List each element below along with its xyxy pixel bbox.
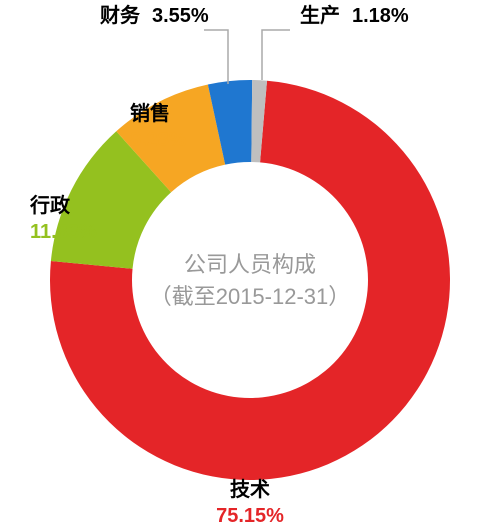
- donut-center-titles: 公司人员构成 （截至2015-12-31）: [150, 252, 351, 309]
- label-prod: 生产: [300, 3, 340, 27]
- pct-prod: 1.18%: [352, 5, 409, 27]
- leader-prod: [262, 30, 290, 80]
- label-fin: 财务: [100, 3, 141, 27]
- personnel-donut-chart: 公司人员构成 （截至2015-12-31） 技术 75.15% 行政 11.83% 销售…: [0, 0, 500, 528]
- donut-slices: [50, 80, 450, 480]
- label-tech: 技术: [230, 477, 270, 501]
- label-sales: 销售: [130, 101, 170, 125]
- pct-sales: 8.28%: [130, 129, 187, 151]
- pct-tech: 75.15%: [216, 505, 284, 527]
- center-title-line2: （截至2015-12-31）: [150, 284, 351, 309]
- leader-fin: [204, 30, 228, 84]
- label-admin: 行政: [29, 193, 71, 217]
- pct-admin: 11.83%: [30, 221, 97, 243]
- pct-fin: 3.55%: [152, 5, 209, 27]
- center-title-line1: 公司人员构成: [184, 252, 316, 277]
